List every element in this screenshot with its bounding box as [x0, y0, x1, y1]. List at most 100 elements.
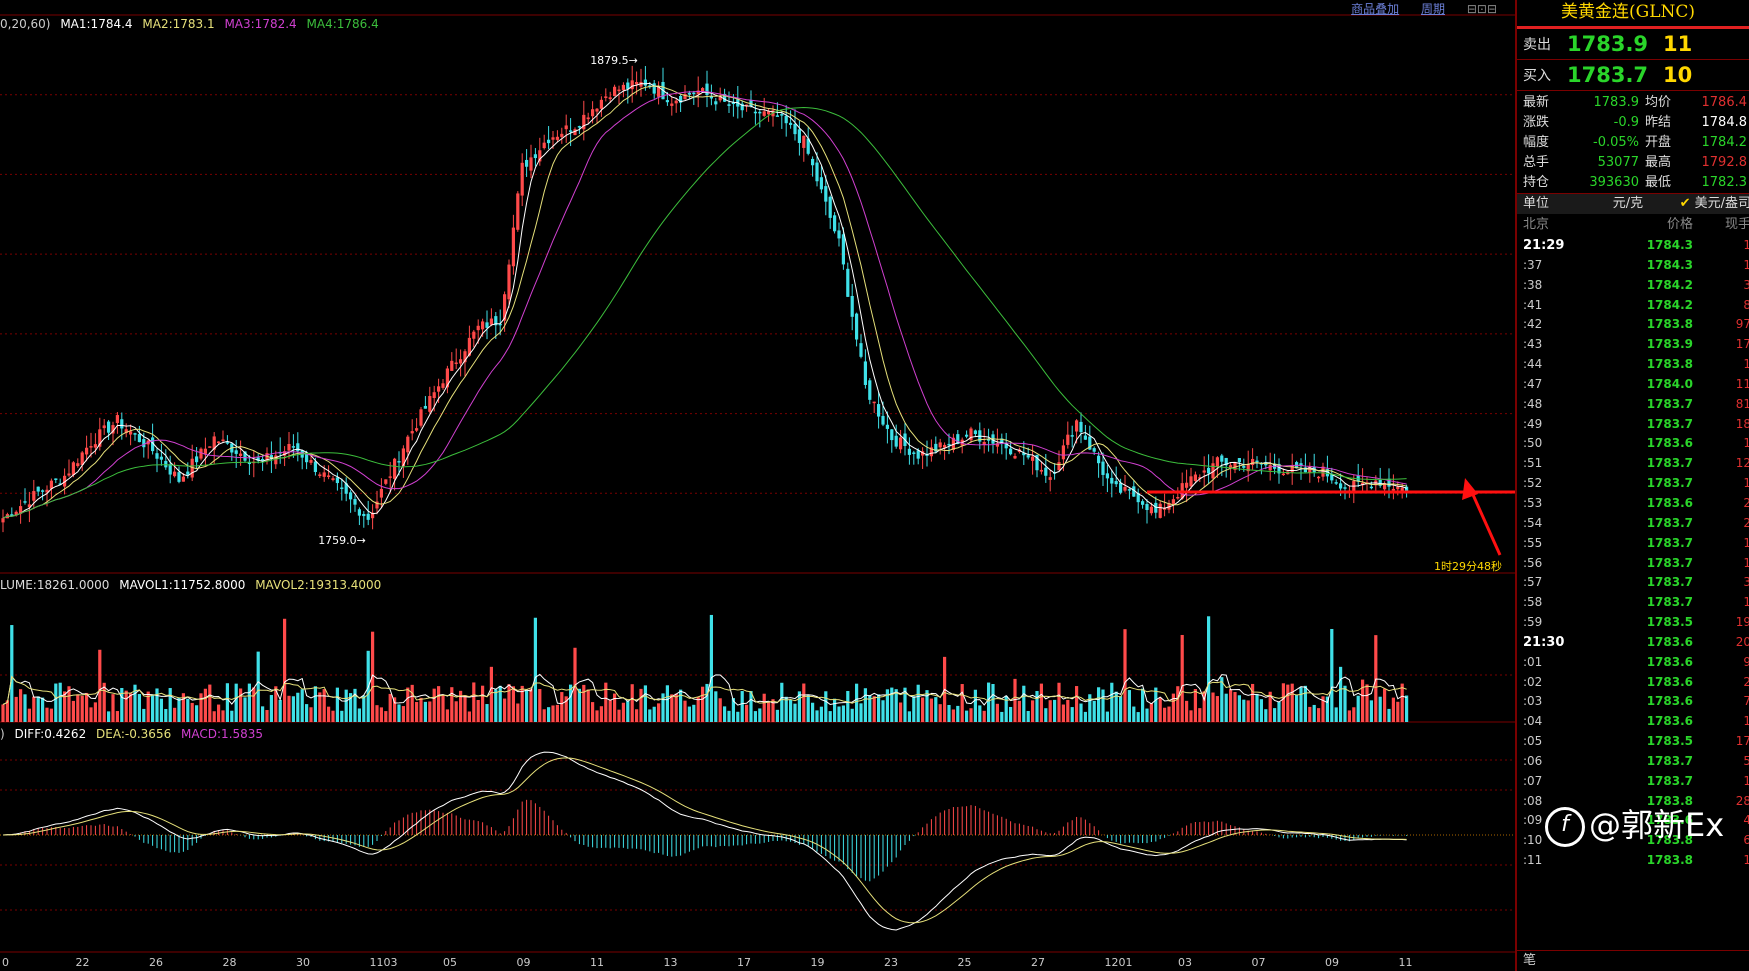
- tick-time: :48: [1523, 396, 1543, 411]
- candle-body: [1141, 501, 1145, 505]
- volume-bar: [569, 684, 573, 722]
- candle-body: [1330, 473, 1334, 481]
- volume-bar: [837, 706, 841, 722]
- volume-bar: [855, 683, 859, 722]
- volume-bar: [643, 685, 647, 722]
- candle-body: [1277, 463, 1281, 474]
- candle-body: [745, 104, 749, 107]
- candle-body: [63, 475, 67, 487]
- buy-row[interactable]: 买入 1783.7 10: [1517, 60, 1749, 91]
- tick-list[interactable]: 21:291784.31:371784.31:381784.23:411784.…: [1517, 236, 1749, 871]
- tick-price: 1783.7: [1646, 595, 1693, 610]
- candle-body: [467, 337, 471, 356]
- window-controls-icon[interactable]: ⊟⊡⊟: [1466, 2, 1497, 16]
- candle-body: [256, 457, 260, 461]
- candle-body: [621, 84, 625, 91]
- tick-row: :06 1783.75: [1517, 752, 1749, 772]
- volume-bar: [1229, 689, 1233, 722]
- volume-bar: [247, 683, 251, 722]
- tick-qty: 1: [1693, 554, 1749, 574]
- candle-body: [1268, 465, 1272, 471]
- panel-footer[interactable]: 笔: [1517, 950, 1749, 971]
- chart-area[interactable]: 1879.5→ 1759.0→ 1时29分48秒 0 22 26 28 30 1103 05 09 1…: [0, 0, 1515, 971]
- tick-row: :47 1784.0 11: [1517, 375, 1749, 395]
- volume-bar: [432, 688, 436, 722]
- tick-row: :54 1783.72: [1517, 514, 1749, 534]
- volume-bar: [727, 710, 731, 722]
- volume-bar: [1303, 685, 1307, 722]
- volume-bar: [1189, 710, 1193, 722]
- candle-body: [617, 89, 621, 92]
- volume-bar: [745, 704, 749, 722]
- volume-bar: [10, 625, 14, 722]
- stat-value: 393630: [1589, 175, 1639, 190]
- volume-bar: [423, 701, 427, 722]
- volume-bar: [1290, 683, 1294, 722]
- candle-body: [762, 111, 766, 116]
- candle-body: [1022, 452, 1026, 456]
- candle-body: [1378, 479, 1382, 486]
- candle-body: [828, 196, 832, 218]
- candle-body: [1044, 467, 1048, 476]
- candle-body: [1000, 438, 1004, 444]
- candle-body: [1215, 457, 1219, 467]
- candle-body: [1079, 421, 1083, 433]
- volume-bar: [362, 695, 366, 722]
- period-link[interactable]: 周期: [1420, 2, 1445, 16]
- currency-toggle[interactable]: ✔ 美元/盎司: [1673, 194, 1749, 214]
- volume-bar: [485, 704, 489, 722]
- sell-row[interactable]: 卖出 1783.9 11: [1517, 29, 1749, 60]
- candle-body: [1387, 478, 1391, 487]
- candle-body: [806, 138, 810, 154]
- tick-row: :57 1783.73: [1517, 573, 1749, 593]
- volume-bar: [1035, 691, 1039, 722]
- volume-bar: [120, 687, 124, 722]
- candle-body: [586, 117, 590, 120]
- volume-bar: [375, 705, 379, 722]
- volume-bar: [410, 684, 414, 722]
- volume-legend: LUME:18261.0000 MAVOL1:11752.8000 MAVOL2…: [0, 578, 387, 592]
- volume-bar: [599, 706, 603, 722]
- candle-body: [1211, 463, 1215, 479]
- candle-body: [819, 177, 823, 190]
- tick-time: :37: [1523, 257, 1543, 272]
- tick-time: :59: [1523, 615, 1543, 630]
- tick-price: 1783.9: [1646, 337, 1693, 352]
- overlay-link[interactable]: 商品叠加: [1351, 2, 1400, 16]
- volume-bar: [93, 702, 97, 722]
- volume-bar: [450, 687, 454, 722]
- candle-body: [1281, 473, 1285, 476]
- tick-time: :53: [1523, 495, 1543, 510]
- volume-bar: [1312, 704, 1316, 722]
- candle-body: [1317, 476, 1321, 479]
- candle-body: [208, 446, 212, 448]
- volume-bar: [419, 697, 423, 722]
- candle-body: [234, 450, 238, 454]
- candle-body: [1321, 466, 1325, 477]
- candle-body: [379, 488, 383, 498]
- volume-bar: [203, 688, 207, 722]
- volume-bar: [287, 695, 291, 722]
- volume-bar: [107, 711, 111, 722]
- candle-body: [929, 447, 933, 457]
- volume-bar: [199, 693, 203, 722]
- candle-body: [1145, 504, 1149, 511]
- volume-bar: [357, 708, 361, 722]
- volume-bar: [80, 695, 84, 722]
- volume-bar: [115, 711, 119, 722]
- volume-bar: [137, 694, 141, 722]
- candle-body: [45, 489, 49, 493]
- stat-key-2: 最低: [1645, 175, 1672, 190]
- candle-body: [102, 425, 106, 429]
- candle-body: [212, 436, 216, 450]
- candle-body: [1233, 462, 1237, 470]
- volume-bar: [186, 698, 190, 722]
- volume-bar: [621, 702, 625, 722]
- mavol2-legend: MAVOL2:19313.4000: [255, 578, 382, 592]
- x-axis-label: 11: [590, 956, 604, 969]
- volume-bar: [1251, 683, 1255, 722]
- candle-body: [1075, 420, 1079, 432]
- tick-time: :57: [1523, 575, 1543, 590]
- candle-body: [89, 446, 93, 448]
